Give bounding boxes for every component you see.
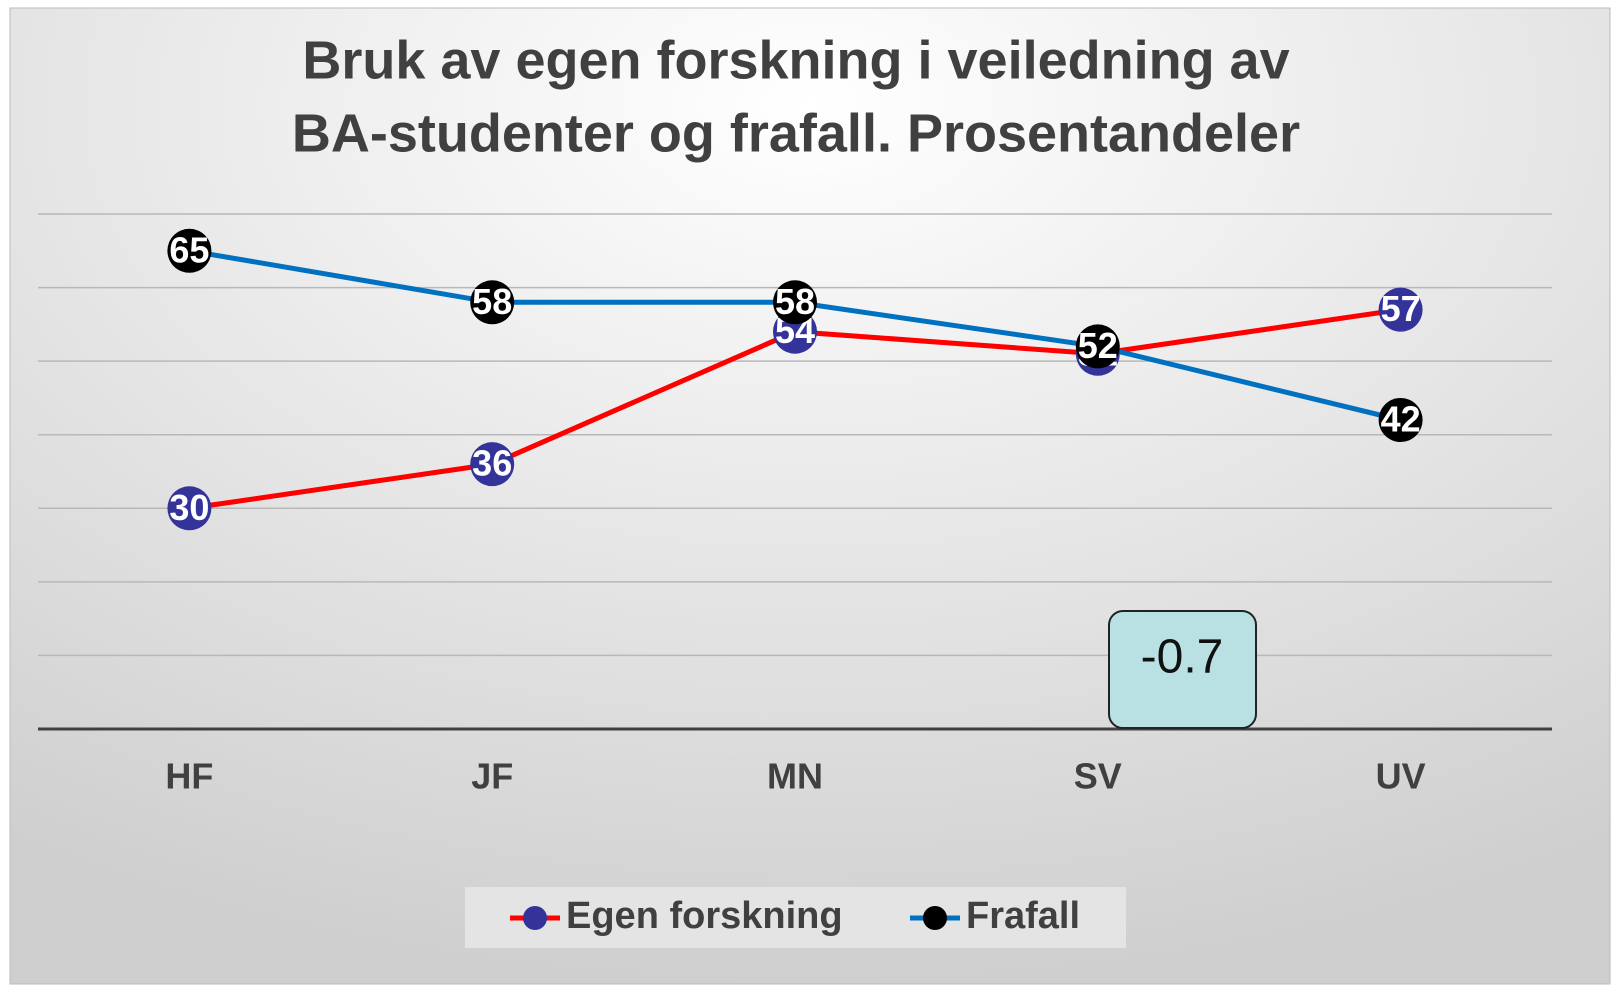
data-label: 52 xyxy=(1078,325,1118,366)
marker xyxy=(167,486,212,531)
legend-marker xyxy=(523,906,547,930)
marker xyxy=(1075,324,1120,369)
x-tick-label: MN xyxy=(767,756,823,797)
data-label: 58 xyxy=(472,281,512,322)
data-label: 58 xyxy=(775,281,815,322)
data-label: 30 xyxy=(169,487,209,528)
marker xyxy=(470,442,515,487)
data-label: 57 xyxy=(1381,288,1421,329)
chart-title: BA-studenter og frafall. Prosentandeler xyxy=(292,103,1300,163)
data-label: 42 xyxy=(1381,399,1421,440)
x-tick-label: UV xyxy=(1376,756,1426,797)
annotation-box xyxy=(1108,610,1257,729)
marker xyxy=(1378,398,1423,442)
data-label: 65 xyxy=(169,229,209,270)
marker xyxy=(167,228,212,273)
legend-marker xyxy=(923,906,947,930)
data-label: 36 xyxy=(472,443,512,484)
marker xyxy=(1378,287,1423,332)
chart-title: Bruk av egen forskning i veiledning av xyxy=(302,30,1289,90)
marker xyxy=(773,280,817,325)
legend-label: Egen forskning xyxy=(566,895,843,937)
annotation: -0.7 xyxy=(1141,631,1224,684)
marker xyxy=(470,280,515,325)
x-tick-label: SV xyxy=(1074,756,1122,797)
x-tick-label: HF xyxy=(165,756,213,797)
x-tick-label: JF xyxy=(471,756,513,797)
legend-box xyxy=(465,887,1126,948)
legend-label: Frafall xyxy=(966,895,1080,937)
